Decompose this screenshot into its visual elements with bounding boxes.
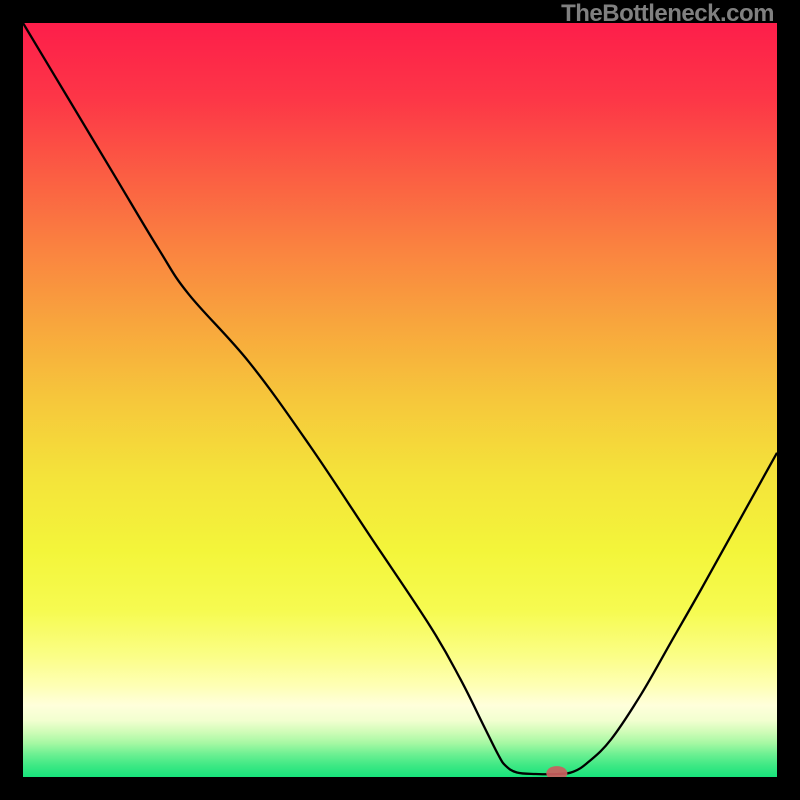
watermark-text: TheBottleneck.com [561,0,774,28]
chart-svg [23,23,777,777]
chart-plot-area [23,23,777,777]
chart-background [23,23,777,777]
